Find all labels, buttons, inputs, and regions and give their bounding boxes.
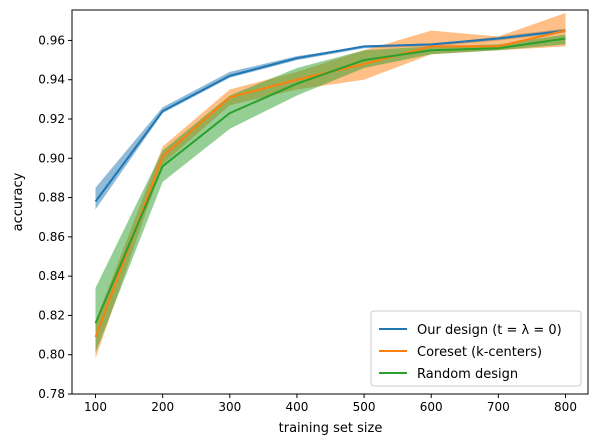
confidence-bands [95,12,566,359]
y-tick-label: 0.84 [38,269,65,283]
y-tick-label: 0.94 [38,73,65,87]
y-tick-label: 0.86 [38,230,65,244]
y-tick-label: 0.78 [38,387,65,401]
y-tick-label: 0.88 [38,191,65,205]
legend-label-1: Our design (t = λ = 0) [417,323,562,338]
x-tick-label: 800 [554,400,577,414]
plot-frame [71,9,589,395]
x-tick-label: 300 [218,400,241,414]
x-tick-label: 200 [151,400,174,414]
y-axis-ticks: 0.78 0.80 0.82 0.84 0.86 0.88 0.90 0.92 0.94 0.96 [38,33,72,401]
line-series-1 [94,29,566,203]
x-tick-label: 500 [353,400,376,414]
y-tick-label: 0.80 [38,348,65,362]
x-tick-label: 700 [487,400,510,414]
x-tick-label: 600 [420,400,443,414]
y-tick-label: 0.82 [38,308,65,322]
x-axis-ticks: 100 200 300 400 500 600 700 800 [84,394,577,414]
series-lines [94,29,566,338]
y-tick-label: 0.90 [38,151,65,165]
y-tick-label: 0.96 [38,33,65,47]
legend-label-3: Random design [417,367,518,382]
legend-label-2: Coreset (k-centers) [417,345,542,360]
legend-box [370,310,582,387]
band-series-3 [95,34,566,353]
x-tick-label: 400 [285,400,308,414]
line-series-3 [94,37,566,324]
x-tick-label: 100 [84,400,107,414]
legend: Our design (t = λ = 0) Coreset (k-centers… [370,310,582,387]
band-series-1 [95,28,566,210]
y-tick-label: 0.92 [38,112,65,126]
x-axis-label: training set size [279,421,383,436]
y-axis-label: accuracy [11,172,26,231]
